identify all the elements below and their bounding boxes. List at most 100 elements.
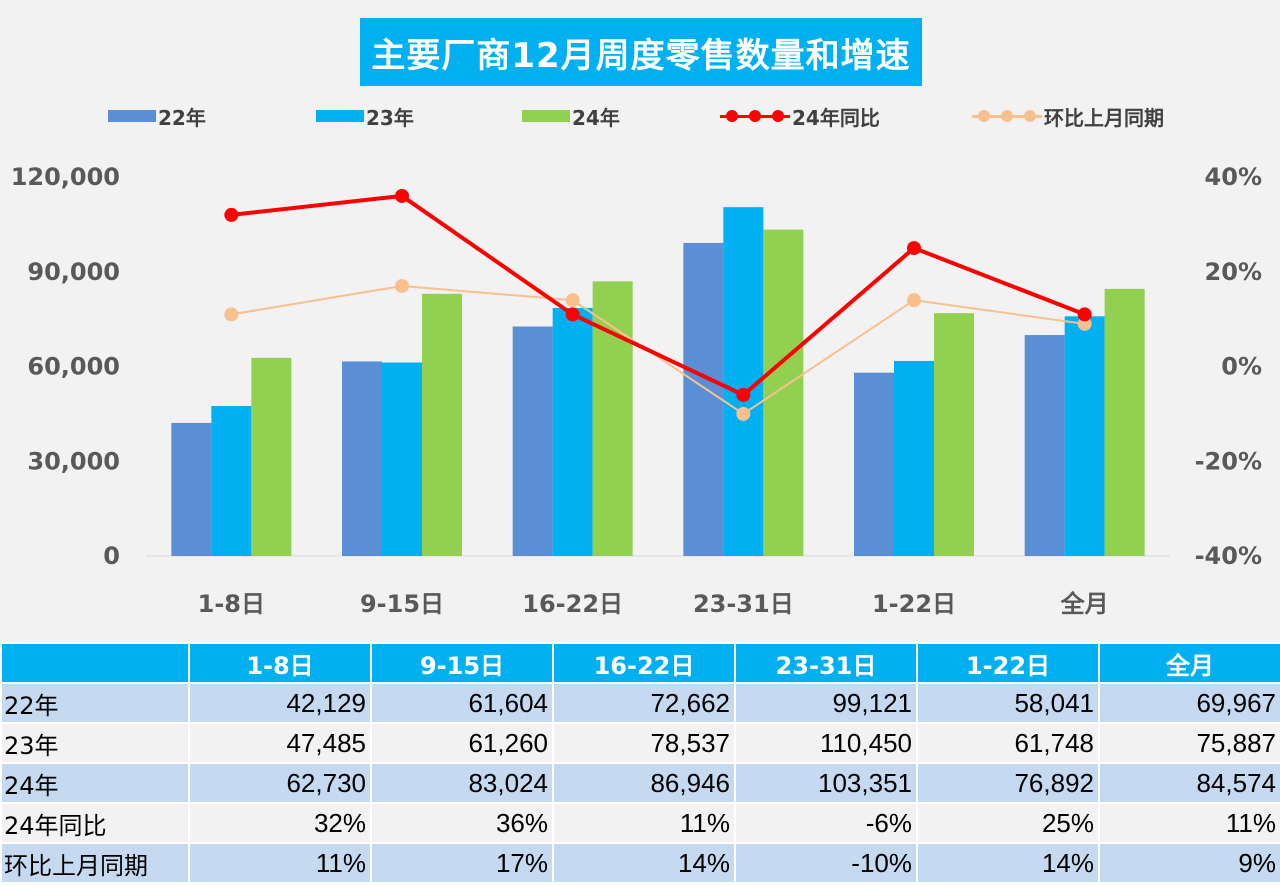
table-cell: 25% [916, 802, 1100, 844]
bar-22年 [683, 242, 724, 556]
table-cell: 110,450 [734, 722, 918, 764]
chart-area: 0 30,000 60,000 90,000 120,000 -40% -20% 0% 20% 4… [0, 0, 1280, 642]
bar-24年 [934, 313, 974, 556]
y-right-tick-label: 40% [1205, 163, 1262, 191]
x-tick-label: 1-8日 [198, 590, 265, 618]
point-24年同比 [224, 207, 239, 222]
y-left-tick-label: 90,000 [27, 258, 120, 286]
point-24年同比 [395, 188, 409, 203]
point-环比上月同期 [565, 293, 580, 308]
table-cell: 14% [552, 842, 736, 884]
bar-22年 [512, 326, 553, 556]
table-row: 23年 47,485 61,260 78,537 110,450 61,748 … [0, 722, 1280, 764]
table-cell: 84,574 [1098, 762, 1280, 804]
table-header-cell: 1-8日 [188, 642, 372, 684]
table-header-cell [0, 642, 190, 684]
table-cell: 103,351 [734, 762, 918, 804]
y-left-tick-label: 0 [103, 542, 120, 570]
point-环比上月同期 [907, 293, 921, 308]
row-label: 环比上月同期 [0, 842, 190, 884]
legend-swatch-23 [316, 110, 364, 122]
legend-swatch-22 [108, 110, 156, 122]
line-24年同比 [231, 193, 1086, 398]
legend-swatch-24 [522, 110, 570, 122]
legend-item-22: 22年 [108, 100, 206, 132]
line-环比上月同期 [231, 284, 1085, 416]
bar-24年 [592, 281, 633, 556]
bar-23年 [211, 406, 252, 556]
table-header-cell: 全月 [1098, 642, 1280, 684]
x-tick-label: 16-22日 [522, 590, 623, 618]
data-table: 1-8日 9-15日 16-22日 23-31日 1-22日 全月 22年 42… [0, 642, 1280, 884]
row-label: 24年同比 [0, 802, 190, 844]
x-tick-label: 23-31日 [693, 590, 794, 618]
legend-label-23: 23年 [366, 105, 414, 130]
table-row: 24年 62,730 83,024 86,946 103,351 76,892 … [0, 762, 1280, 804]
legend-item-23: 23年 [316, 100, 414, 132]
legend-item-24: 24年 [522, 100, 620, 132]
bar-23年 [552, 307, 593, 556]
y-left-tick-label: 60,000 [27, 353, 120, 381]
combo-chart: 0 30,000 60,000 90,000 120,000 -40% -20% 0% 20% 4… [11, 163, 1262, 618]
legend-item-yoy: 24年同比 [720, 100, 880, 132]
bar-22年 [854, 372, 894, 556]
bar-22年 [1024, 335, 1065, 556]
x-tick-label: 1-22日 [872, 590, 956, 618]
point-24年同比 [736, 387, 751, 402]
bar-23年 [894, 360, 934, 556]
table-cell: 83,024 [370, 762, 554, 804]
legend-label-24: 24年 [572, 105, 620, 130]
table-cell: 11% [1098, 802, 1280, 844]
point-24年同比 [565, 307, 580, 322]
table-cell: 11% [188, 842, 372, 884]
table-row: 环比上月同期 11% 17% 14% -10% 14% 9% [0, 842, 1280, 884]
y-right-tick-label: -20% [1195, 447, 1262, 475]
y-right-tick-label: -40% [1195, 542, 1262, 570]
bar-23年 [382, 362, 422, 556]
table-cell: 9% [1098, 842, 1280, 884]
table-cell: 62,730 [188, 762, 372, 804]
y-right-tick-label: 20% [1205, 258, 1262, 286]
table-cell: 99,121 [734, 682, 918, 724]
table-row: 24年同比 32% 36% 11% -6% 25% 11% [0, 802, 1280, 844]
table-cell: 69,967 [1098, 682, 1280, 724]
table-cell: 14% [916, 842, 1100, 884]
bar-22年 [342, 361, 382, 556]
bar-24年 [1104, 288, 1145, 556]
table-cell: 11% [552, 802, 736, 844]
table-cell: 58,041 [916, 682, 1100, 724]
table-cell: 36% [370, 802, 554, 844]
legend-swatch-yoy [720, 106, 790, 126]
table-cell: 42,129 [188, 682, 372, 724]
point-24年同比 [907, 241, 921, 256]
point-环比上月同期 [736, 406, 751, 421]
chart-title: 主要厂商12月周度零售数量和增速 [360, 18, 922, 86]
bar-24年 [251, 357, 292, 556]
table-cell: 47,485 [188, 722, 372, 764]
table-cell: 61,604 [370, 682, 554, 724]
row-label: 22年 [0, 682, 190, 724]
y-left-tick-label: 30,000 [27, 447, 120, 475]
legend-label-22: 22年 [158, 105, 206, 130]
row-label: 23年 [0, 722, 190, 764]
y-left-tick-label: 120,000 [11, 163, 120, 191]
table-cell: -10% [734, 842, 918, 884]
table-header-cell: 16-22日 [552, 642, 736, 684]
table-row: 22年 42,129 61,604 72,662 99,121 58,041 6… [0, 682, 1280, 724]
table-cell: 17% [370, 842, 554, 884]
legend-label-yoy: 24年同比 [792, 105, 880, 130]
table-header-row: 1-8日 9-15日 16-22日 23-31日 1-22日 全月 [0, 642, 1280, 684]
table-cell: 32% [188, 802, 372, 844]
table-cell: 86,946 [552, 762, 736, 804]
table-cell: 61,260 [370, 722, 554, 764]
x-tick-label: 全月 [1060, 590, 1109, 618]
table-header-cell: 23-31日 [734, 642, 918, 684]
bar-22年 [171, 422, 212, 556]
legend-label-mom: 环比上月同期 [1044, 105, 1164, 130]
point-环比上月同期 [395, 278, 409, 293]
bar-24年 [422, 293, 462, 556]
legend-swatch-mom [972, 106, 1042, 126]
bar-23年 [1064, 316, 1105, 556]
table-header-cell: 9-15日 [370, 642, 554, 684]
x-tick-label: 9-15日 [360, 590, 444, 618]
